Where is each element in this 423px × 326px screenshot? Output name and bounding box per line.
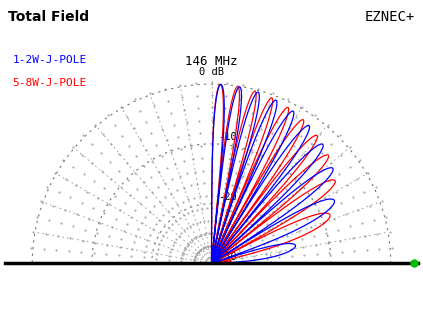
- Text: -20: -20: [219, 192, 237, 202]
- Text: EZNEC+: EZNEC+: [364, 10, 415, 24]
- Text: -10: -10: [219, 132, 237, 142]
- Text: 0 dB: 0 dB: [199, 67, 224, 77]
- Text: Total Field: Total Field: [8, 10, 90, 24]
- Text: 1-2W-J-POLE: 1-2W-J-POLE: [13, 55, 87, 66]
- Text: 5-8W-J-POLE: 5-8W-J-POLE: [13, 78, 87, 88]
- Text: 146 MHz: 146 MHz: [185, 55, 238, 68]
- Text: -30: -30: [219, 252, 237, 261]
